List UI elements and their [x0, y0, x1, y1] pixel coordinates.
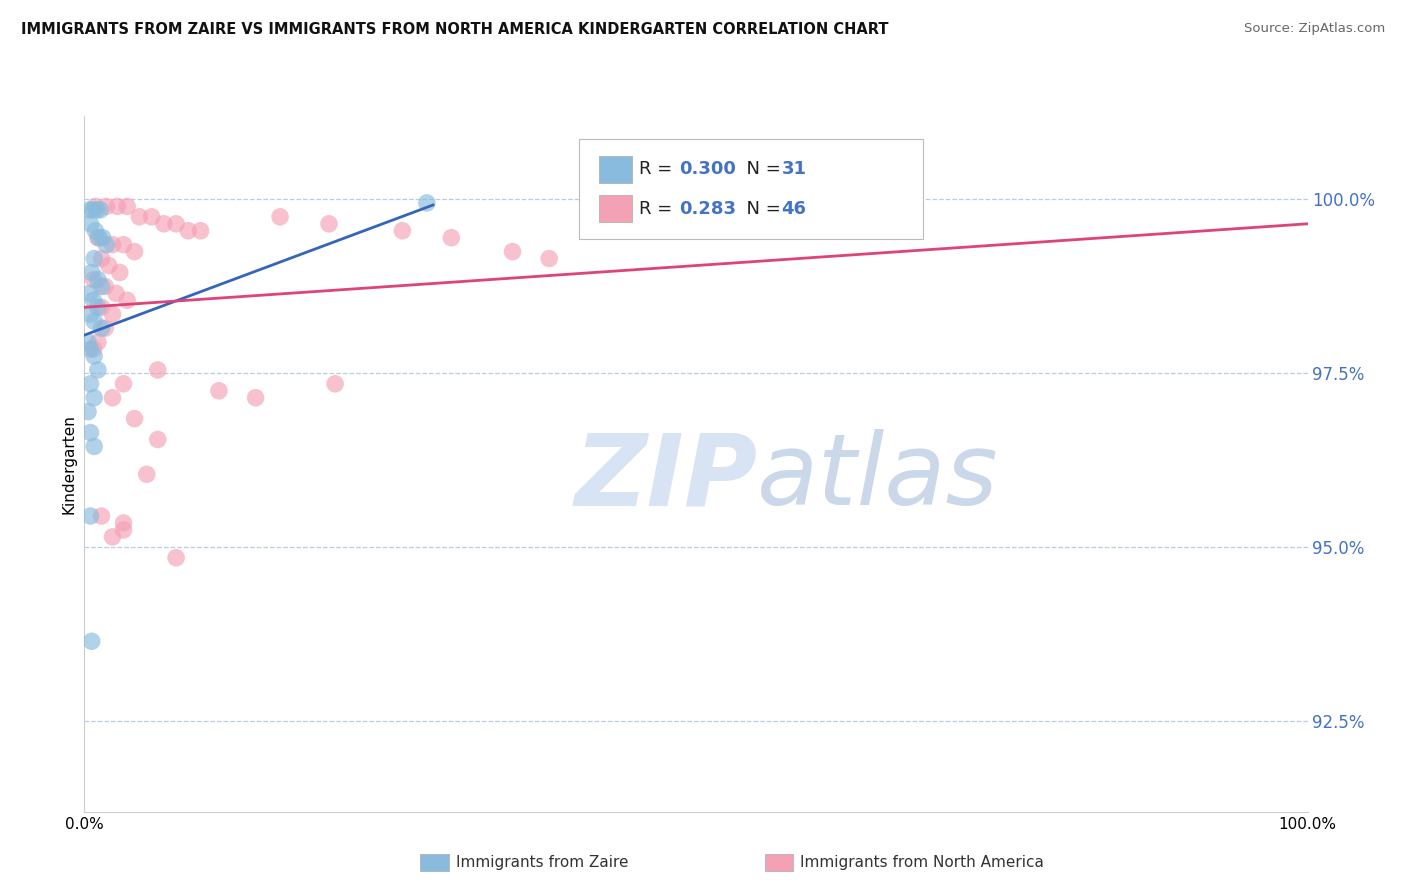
Point [87, 230, 110, 244]
Point [87, 300, 110, 314]
Point [165, 217, 187, 231]
Point [96, 237, 118, 252]
Text: 31: 31 [782, 161, 806, 178]
Point [80, 634, 103, 648]
Text: R =: R = [640, 161, 678, 178]
Point [124, 244, 146, 259]
Point [124, 411, 146, 425]
Point [83, 272, 105, 286]
Point [440, 230, 463, 244]
Point [101, 237, 124, 252]
Point [416, 195, 439, 210]
Point [90, 300, 112, 314]
Text: R =: R = [640, 200, 678, 218]
Point [101, 307, 124, 321]
Text: N =: N = [735, 200, 786, 218]
Text: IMMIGRANTS FROM ZAIRE VS IMMIGRANTS FROM NORTH AMERICA KINDERGARTEN CORRELATION : IMMIGRANTS FROM ZAIRE VS IMMIGRANTS FROM… [21, 22, 889, 37]
Text: atlas: atlas [758, 429, 998, 526]
Point [82, 202, 104, 217]
Point [135, 467, 157, 482]
Point [79, 376, 101, 391]
Point [177, 224, 200, 238]
Point [91, 230, 114, 244]
Y-axis label: Kindergarten: Kindergarten [60, 414, 76, 514]
Point [87, 230, 110, 244]
Point [90, 508, 112, 523]
Point [90, 252, 112, 266]
Point [501, 244, 523, 259]
Point [112, 376, 135, 391]
Point [165, 550, 187, 565]
Text: ZIP: ZIP [574, 429, 758, 526]
Point [105, 199, 128, 213]
Point [94, 279, 117, 293]
Point [83, 349, 105, 363]
Point [112, 516, 135, 530]
Text: 0.283: 0.283 [679, 200, 735, 218]
Point [79, 286, 101, 301]
Point [190, 224, 212, 238]
Point [141, 210, 163, 224]
Point [146, 433, 169, 447]
Point [79, 425, 101, 440]
Point [90, 279, 112, 293]
Point [245, 391, 267, 405]
Point [108, 265, 131, 279]
Point [323, 376, 346, 391]
Point [269, 210, 291, 224]
Point [318, 217, 340, 231]
Point [94, 321, 117, 335]
Point [97, 259, 120, 273]
Text: Source: ZipAtlas.com: Source: ZipAtlas.com [1244, 22, 1385, 36]
Point [89, 202, 111, 217]
Point [96, 199, 118, 213]
Point [538, 252, 561, 266]
Point [115, 199, 138, 213]
Text: Immigrants from North America: Immigrants from North America [800, 855, 1043, 870]
Point [90, 321, 112, 335]
Point [83, 342, 105, 356]
Point [83, 391, 105, 405]
Point [79, 508, 101, 523]
Text: 46: 46 [782, 200, 806, 218]
Point [79, 342, 101, 356]
Point [83, 293, 105, 308]
Text: Immigrants from Zaire: Immigrants from Zaire [456, 855, 628, 870]
Point [153, 217, 176, 231]
Point [115, 293, 138, 308]
Point [87, 334, 110, 349]
Point [77, 404, 100, 418]
Point [87, 363, 110, 377]
Text: N =: N = [735, 161, 786, 178]
Point [86, 202, 108, 217]
Point [84, 199, 107, 213]
Point [83, 314, 105, 328]
Point [80, 265, 103, 279]
Point [79, 217, 101, 231]
Point [391, 224, 413, 238]
Point [112, 523, 135, 537]
Point [101, 391, 124, 405]
Point [101, 530, 124, 544]
Point [77, 202, 100, 217]
Point [128, 210, 150, 224]
Point [105, 286, 128, 301]
Point [208, 384, 231, 398]
Point [146, 363, 169, 377]
Point [79, 307, 101, 321]
Point [87, 272, 110, 286]
Point [77, 334, 100, 349]
Point [83, 439, 105, 453]
Text: 0.300: 0.300 [679, 161, 735, 178]
Point [83, 252, 105, 266]
Point [112, 237, 135, 252]
Point [84, 224, 107, 238]
